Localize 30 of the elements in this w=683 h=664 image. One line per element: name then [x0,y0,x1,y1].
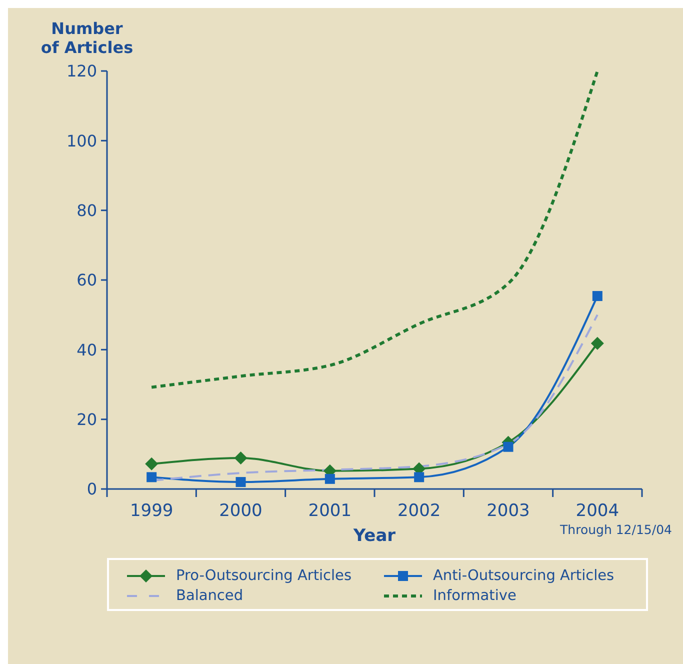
point [414,472,424,482]
y-tick-label: 100 [66,131,97,150]
x-tick-label: 1999 [130,501,174,521]
y-tick-label: 120 [66,62,97,81]
point [503,442,514,452]
x-tick-label: 2002 [397,501,441,521]
legend-label: Anti-Outsourcing Articles [433,568,614,584]
legend-label: Informative [433,588,516,604]
point [234,452,248,464]
legend-label: Pro-Outsourcing Articles [176,568,352,584]
x-tick-label: 2001 [308,501,352,521]
text: Through 12/15/04 [560,522,672,537]
x-axis-title: Year [353,526,396,546]
point [592,291,602,302]
point [590,336,604,350]
x-tick-label: 2004 [576,501,620,521]
point [145,457,158,470]
y-tick-label: 0 [86,480,97,499]
y-tick-label: 80 [76,201,97,220]
legend-label: Balanced [176,588,244,604]
y-tick-label: 60 [76,270,97,290]
x-tick-label: 2003 [486,501,530,521]
point [146,472,157,482]
y-tick-label: 40 [76,340,97,360]
line-series [150,71,599,389]
point [324,474,335,484]
x-tick-label: 2000 [219,501,262,521]
y-axis-title: Number of Articles [40,19,134,57]
y-tick-label: 20 [76,410,97,430]
point [236,477,246,488]
